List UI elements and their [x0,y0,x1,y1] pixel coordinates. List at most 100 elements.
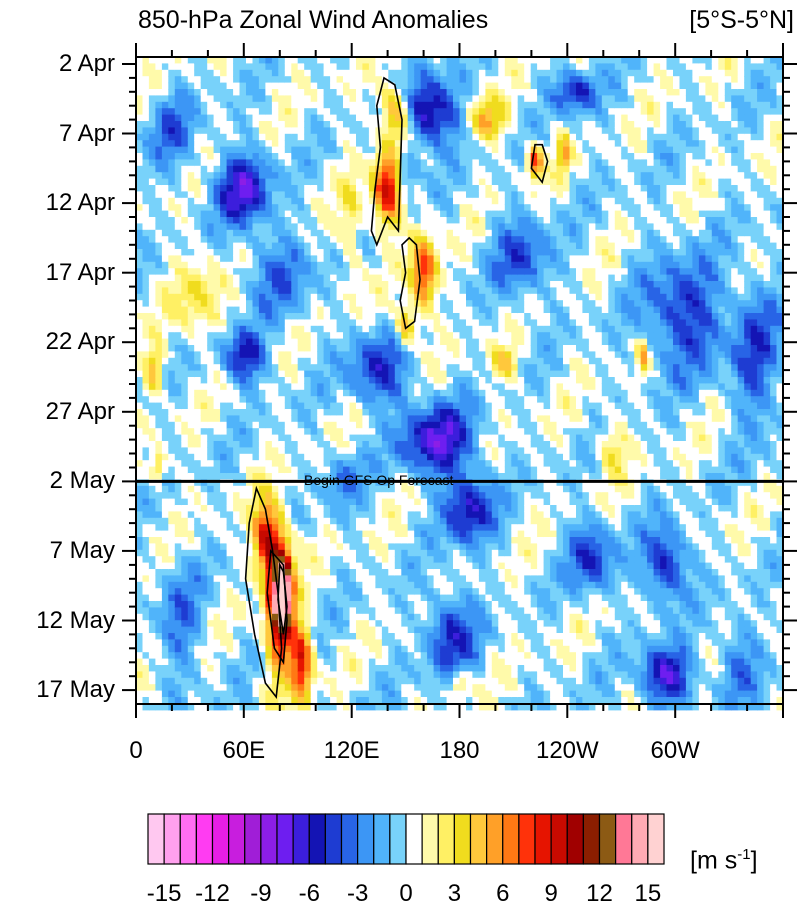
field-cell [226,498,234,506]
field-cell [388,121,396,128]
field-cell [381,633,389,640]
field-cell [349,665,357,672]
field-cell [271,409,279,416]
field-cell [226,537,234,544]
field-cell [349,537,357,544]
field-cell [168,249,176,256]
field-cell [427,434,435,442]
field-cell [440,185,448,192]
field-cell [271,581,279,589]
field-cell [174,210,182,218]
field-cell [401,338,409,346]
field-cell [343,389,351,397]
field-cell [161,421,169,429]
field-cell [161,89,169,96]
field-cell [155,236,163,244]
field-cell [362,159,370,167]
field-cell [414,677,422,685]
field-cell [258,562,266,570]
field-cell [388,281,396,288]
field-cell [440,313,448,320]
field-cell [401,332,409,340]
field-cell [168,671,176,679]
field-cell [187,319,195,327]
field-cell [155,127,163,135]
field-cell [226,434,234,442]
field-cell [155,325,163,333]
field-cell [226,325,234,333]
field-cell [271,261,279,269]
field-cell [433,332,441,340]
field-cell [440,537,448,544]
field-cell [362,293,370,301]
field-cell [356,639,364,647]
field-cell [136,165,144,173]
field-cell [330,319,338,327]
field-cell [310,530,318,538]
field-cell [433,191,441,199]
field-cell [356,396,364,404]
field-cell [362,594,370,602]
field-cell [375,684,383,692]
field-cell [220,287,228,295]
field-cell [252,172,260,180]
field-cell [252,415,260,423]
field-cell [239,345,247,352]
field-cell [239,210,247,218]
field-cell [304,466,312,474]
field-cell [323,402,331,410]
field-cell [375,242,383,250]
field-cell [407,434,415,442]
field-cell [142,626,150,634]
field-cell [368,242,376,250]
field-cell [349,300,357,308]
field-cell [239,409,247,416]
field-cell [148,204,156,212]
field-cell [407,543,415,551]
field-cell [336,415,344,423]
field-cell [414,242,422,250]
field-cell [446,146,454,154]
field-cell [414,485,422,493]
field-cell [207,300,215,308]
field-cell [362,396,370,404]
field-cell [368,274,376,282]
field-cell [284,370,292,378]
field-cell [265,229,273,237]
field-cell [343,601,351,608]
field-cell [349,703,357,711]
field-cell [375,492,383,500]
field-cell [220,185,228,192]
field-cell [258,236,266,244]
field-cell [252,319,260,327]
field-cell [407,466,415,474]
field-cell [427,146,435,154]
field-cell [356,370,364,378]
field-cell [310,569,318,576]
field-cell [194,217,202,224]
field-cell [375,281,383,288]
field-cell [278,325,286,333]
field-cell [252,697,260,704]
field-cell [239,645,247,653]
field-cell [343,114,351,122]
field-cell [388,133,396,141]
field-cell [136,453,144,461]
field-cell [304,146,312,154]
field-cell [278,185,286,192]
field-cell [446,351,454,359]
field-cell [155,95,163,103]
field-cell [213,511,221,519]
field-cell [161,127,169,135]
field-cell [271,89,279,96]
field-cell [187,223,195,231]
field-cell [226,121,234,128]
field-cell [349,57,357,64]
field-cell [440,562,448,570]
field-cell [349,581,357,589]
field-cell [284,607,292,615]
field-cell [284,217,292,224]
field-cell [401,447,409,455]
field-cell [440,620,448,628]
field-cell [284,684,292,692]
